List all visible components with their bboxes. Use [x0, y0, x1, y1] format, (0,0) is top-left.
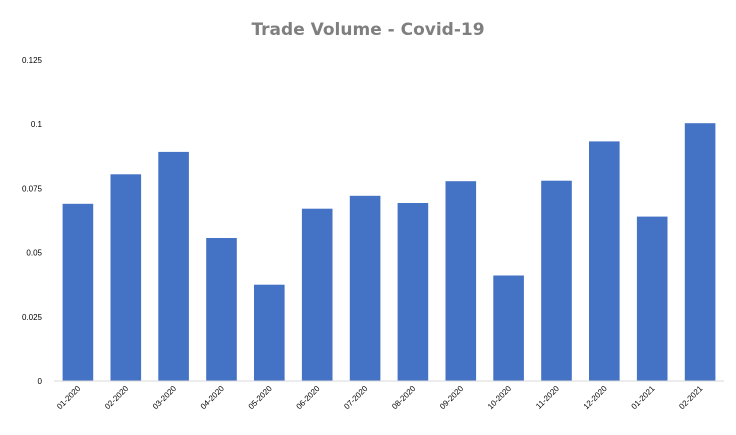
- bar-10-2020: [493, 275, 524, 381]
- y-tick-label: 0.125: [22, 56, 43, 65]
- x-tick-label: 12-2020: [582, 384, 610, 412]
- x-tick-label: 01-2020: [55, 384, 83, 412]
- y-axis: 0 0.025 0.05 0.075 0.1 0.125: [22, 56, 43, 386]
- x-tick-label: 05-2020: [247, 384, 275, 412]
- bar-02-2020: [110, 174, 142, 381]
- x-tick-label: 01-2021: [630, 384, 658, 412]
- y-tick-label: 0.05: [26, 249, 42, 258]
- x-tick-label: 07-2020: [342, 384, 370, 412]
- bar-08-2020: [397, 203, 429, 381]
- y-tick-label: 0.075: [22, 184, 43, 193]
- x-axis: 01-2020 02-2020 03-2020 04-2020 05-2020 06-20…: [54, 380, 724, 412]
- y-tick-label: 0: [38, 377, 43, 386]
- bar-02-2021: [684, 123, 716, 381]
- x-tick-label: 08-2020: [390, 384, 418, 412]
- x-tick-label: 10-2020: [486, 384, 514, 412]
- bar-01-2020: [62, 203, 94, 381]
- bar-09-2020: [445, 181, 477, 381]
- x-tick-label: 04-2020: [199, 384, 227, 412]
- y-tick-label: 0.025: [22, 313, 43, 322]
- bars-group: [62, 123, 716, 381]
- bar-12-2020: [589, 141, 620, 381]
- bar-05-2020: [254, 284, 285, 381]
- x-tick-label: 02-2020: [103, 384, 131, 412]
- x-tick-label: 03-2020: [151, 384, 179, 412]
- bar-11-2020: [541, 180, 572, 381]
- bar-06-2020: [301, 208, 333, 381]
- y-tick-label: 0.1: [31, 120, 43, 129]
- bar-04-2020: [206, 238, 237, 381]
- x-tick-label: 09-2020: [438, 384, 466, 412]
- chart-title: Trade Volume - Covid-19: [251, 20, 485, 40]
- bar-07-2020: [349, 195, 381, 381]
- bar-01-2021: [636, 216, 668, 381]
- x-tick-label: 06-2020: [295, 384, 323, 412]
- x-tick-label: 02-2021: [677, 384, 705, 412]
- bar-03-2020: [158, 151, 189, 381]
- x-tick-label: 11-2020: [534, 384, 561, 411]
